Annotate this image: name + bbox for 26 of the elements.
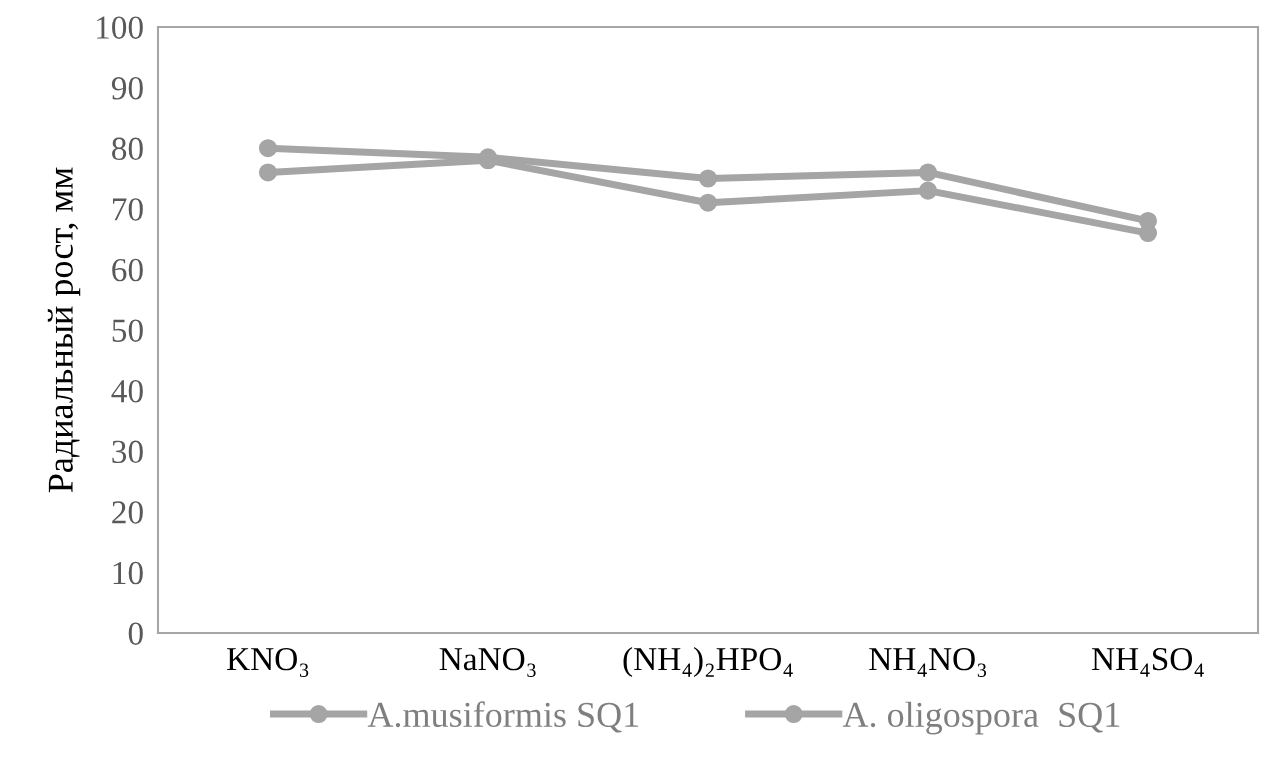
point (918, 181, 938, 200)
y-tick-label: 30 (112, 440, 143, 464)
y-tick-label: 10 (113, 561, 143, 585)
point (258, 139, 278, 158)
x-tick-label: NH₄NO₃ (869, 647, 987, 677)
point (1138, 224, 1158, 243)
y-tick-label: 100 (97, 16, 143, 39)
y-tick-label: 90 (111, 77, 143, 100)
x-tick-label: KNO₃ (227, 647, 309, 677)
y-tick-label: 70 (112, 198, 143, 221)
point (258, 163, 278, 182)
y-tick-label: 40 (111, 380, 143, 403)
point (698, 193, 718, 212)
x-tick-label: NH₄SO₄ (1091, 647, 1204, 677)
y-tick-label: 0 (128, 622, 143, 645)
legend-label: A.musiformis SQ1 (367, 701, 639, 733)
x-tick-label: (NH₄)₂HPO₄ (623, 646, 793, 678)
y-axis-title: Радиальный рост, мм (47, 167, 81, 493)
point (918, 163, 938, 182)
y-tick-label: 50 (112, 319, 143, 342)
legend-label: A. oligospora SQ1 (842, 701, 1120, 735)
y-tick-label: 20 (112, 501, 143, 524)
y-tick-label: 80 (112, 137, 143, 161)
y-tick-label: 60 (112, 258, 143, 282)
x-tick-label: NaNO₃ (439, 647, 536, 677)
point (698, 169, 718, 188)
